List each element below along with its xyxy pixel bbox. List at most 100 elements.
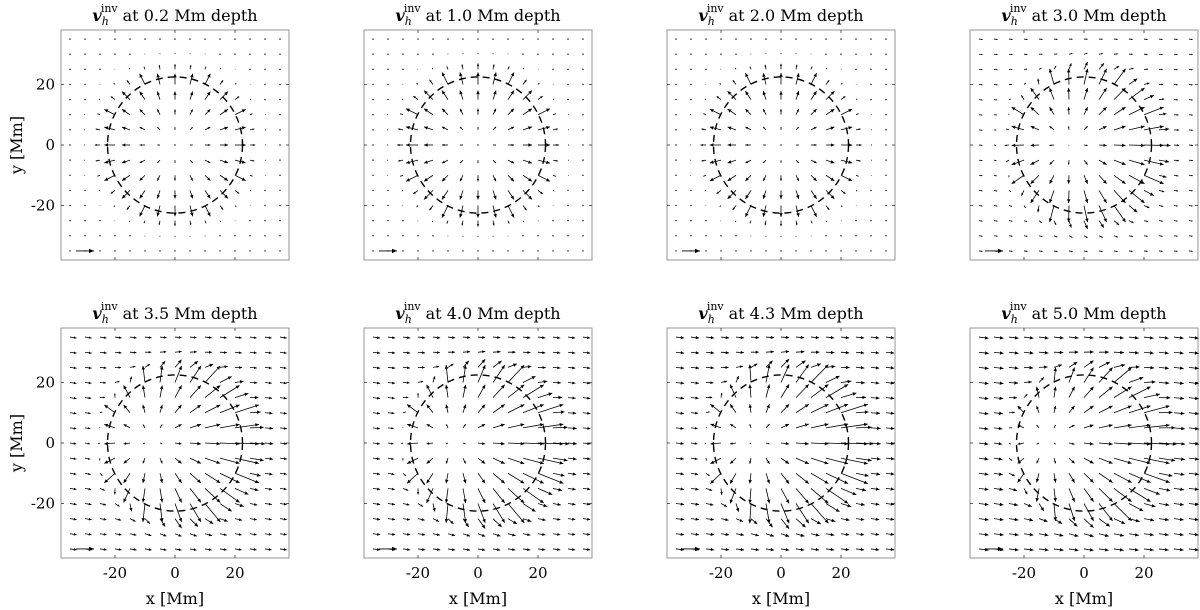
- quiver-arrowhead: [118, 533, 122, 536]
- quiver-dot: [885, 129, 887, 131]
- quiver-arrowhead: [816, 363, 821, 367]
- quiver-arrowhead: [785, 548, 790, 552]
- quiver-arrowhead: [122, 109, 126, 113]
- quiver-arrowhead: [695, 502, 699, 506]
- quiver-arrowhead: [437, 548, 441, 551]
- quiver-dot: [417, 38, 419, 40]
- quiver-dot: [870, 235, 872, 237]
- title-depth: at 4.0 Mm depth: [426, 304, 561, 323]
- quiver-arrowhead: [680, 502, 685, 506]
- quiver-arrowhead: [559, 461, 564, 465]
- panel-7: vhinv at 4.3 Mm depth-20 0 20x [Mm]: [666, 300, 896, 608]
- quiver-arrowhead: [846, 365, 850, 370]
- quiver-arrowhead: [157, 161, 159, 163]
- quiver-arrowhead: [1146, 53, 1148, 56]
- quiver-arrowhead: [1133, 208, 1138, 213]
- quiver-dot: [264, 68, 266, 71]
- title-depth: at 2.0 Mm depth: [729, 6, 864, 25]
- quiver-arrowhead: [118, 336, 122, 339]
- quiver-arrowhead: [1165, 159, 1170, 163]
- quiver-arrow: [1128, 405, 1151, 414]
- quiver-arrowhead: [1089, 478, 1094, 483]
- quiver-arrowhead: [1165, 366, 1169, 370]
- quiver-arrow: [204, 503, 221, 523]
- quiver-arrowhead: [1131, 221, 1134, 223]
- quiver-arrowhead: [1071, 516, 1076, 521]
- quiver-arrowhead: [981, 84, 983, 86]
- quiver-arrowhead: [1025, 394, 1028, 397]
- quiver-arrowhead: [160, 365, 164, 370]
- quiver-arrowhead: [1041, 53, 1043, 55]
- quiver-arrowhead: [148, 548, 152, 551]
- quiver-arrowhead: [142, 404, 146, 409]
- quiver-arrowhead: [1146, 386, 1151, 390]
- quiver-dot: [840, 53, 842, 55]
- quiver-arrowhead: [500, 404, 505, 408]
- quiver-arrowhead: [1054, 425, 1056, 427]
- title-symbol: v: [1001, 6, 1011, 25]
- quiver-arrowhead: [512, 520, 517, 524]
- quiver-dot: [690, 83, 692, 86]
- quiver-arrowhead: [207, 177, 211, 181]
- quiver-arrowhead: [88, 533, 92, 536]
- quiver-arrowhead: [104, 143, 108, 147]
- quiver-dot: [264, 98, 266, 101]
- quiver-arrowhead: [391, 502, 396, 506]
- quiver-arrowhead: [1089, 460, 1094, 464]
- quiver-arrowhead: [129, 507, 133, 512]
- quiver-arrowhead: [755, 533, 759, 537]
- quiver-arrowhead: [1133, 78, 1138, 83]
- quiver-arrowhead: [512, 533, 516, 537]
- quiver-dot: [705, 235, 707, 237]
- quiver-arrowhead: [981, 38, 983, 41]
- x-axis-label: x [Mm]: [1055, 589, 1113, 608]
- quiver-arrowhead: [268, 381, 272, 385]
- quiver-arrowhead: [735, 221, 736, 222]
- quiver-arrowhead: [1011, 235, 1013, 237]
- quiver-arrowhead: [813, 91, 817, 96]
- quiver-arrowhead: [848, 126, 853, 130]
- quiver-arrowhead: [123, 442, 127, 445]
- quiver-arrowhead: [421, 533, 426, 536]
- quiver-arrowhead: [729, 384, 734, 389]
- quiver-arrowhead: [283, 502, 287, 506]
- quiver-arrowhead: [1089, 548, 1094, 552]
- quiver-arrowhead: [244, 392, 249, 397]
- quiver-arrowhead: [100, 474, 103, 476]
- quiver-arrowhead: [1131, 235, 1133, 238]
- quiver-arrowhead: [730, 479, 734, 484]
- quiver-arrowhead: [463, 384, 467, 389]
- quiver-arrowhead: [1163, 174, 1167, 178]
- quiver-arrowhead: [133, 533, 137, 536]
- quiver-arrow: [204, 365, 221, 383]
- quiver-arrowhead: [811, 66, 813, 68]
- quiver-arrowhead: [1090, 497, 1094, 502]
- quiver-arrowhead: [254, 502, 258, 506]
- quiver-arrowhead: [875, 396, 880, 400]
- quiver-arrowhead: [1179, 351, 1184, 355]
- quiver-arrowhead: [749, 222, 751, 224]
- quiver-arrowhead: [766, 499, 771, 504]
- quiver-arrowhead: [981, 235, 983, 237]
- quiver-arrowhead: [482, 518, 486, 523]
- quiver-arrowhead: [795, 223, 798, 226]
- quiver-arrowhead: [1179, 517, 1184, 522]
- quiver-dot: [567, 250, 569, 252]
- quiver-arrowhead: [126, 80, 129, 83]
- quiver-dot: [372, 38, 374, 40]
- quiver-arrowhead: [235, 442, 240, 446]
- quiver-arrowhead: [224, 177, 228, 181]
- quiver-arrowhead: [1044, 336, 1049, 340]
- quiver-arrowhead: [766, 384, 771, 389]
- quiver-arrowhead: [826, 221, 827, 222]
- quiver-arrowhead: [88, 487, 92, 491]
- quiver-arrowhead: [1164, 547, 1169, 552]
- quiver-arrowhead: [1085, 126, 1088, 129]
- quiver-arrowhead: [1101, 250, 1103, 253]
- quiver-arrowhead: [283, 366, 287, 370]
- quiver-dot: [462, 250, 464, 252]
- quiver-arrowhead: [466, 533, 470, 537]
- quiver-arrow: [537, 404, 564, 414]
- quiver-arrowhead: [680, 336, 685, 340]
- quiver-arrowhead: [785, 533, 790, 537]
